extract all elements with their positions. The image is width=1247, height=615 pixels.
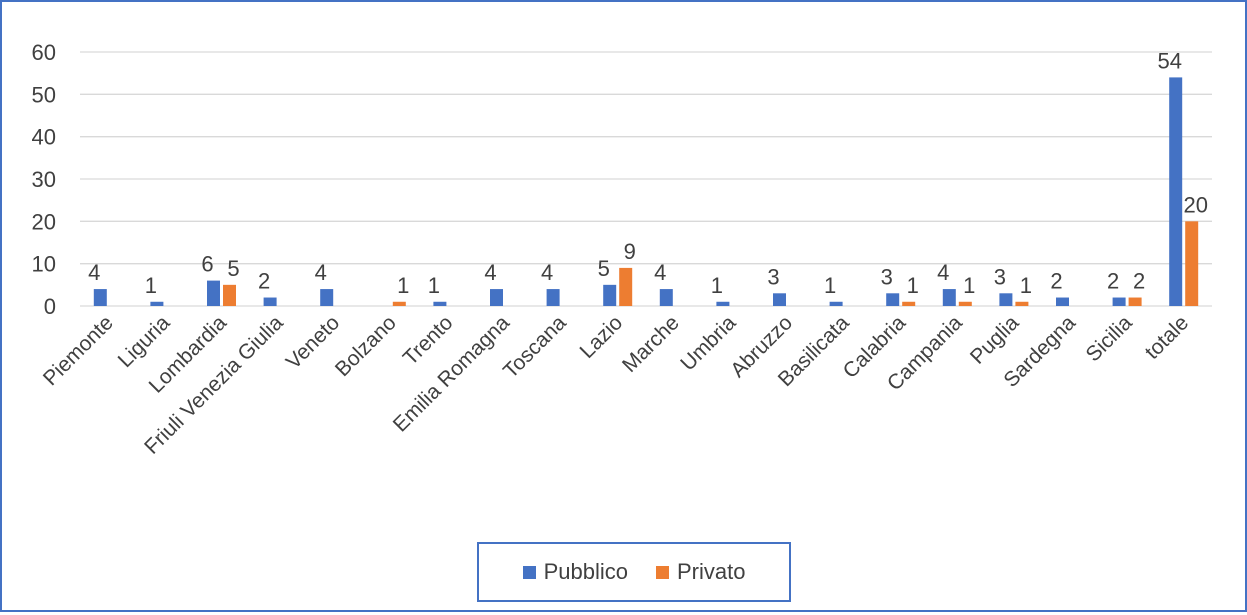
- data-label-pubblico: 5: [598, 256, 610, 281]
- bar-pubblico: [1169, 77, 1183, 307]
- data-label-pubblico: 4: [315, 260, 327, 285]
- data-label-privato: 9: [624, 239, 636, 264]
- bar-pubblico: [150, 301, 164, 306]
- data-label-privato: 1: [397, 273, 409, 298]
- bars: [93, 77, 1199, 307]
- y-tick-label: 50: [32, 82, 56, 107]
- bar-privato: [1128, 297, 1142, 306]
- x-category-label: Sicilia: [1082, 311, 1137, 366]
- data-label-pubblico: 4: [654, 260, 666, 285]
- data-label-pubblico: 3: [767, 264, 779, 289]
- bar-pubblico: [603, 284, 617, 306]
- legend-swatch-pubblico: [522, 565, 536, 579]
- bar-pubblico: [1056, 297, 1069, 306]
- data-label-pubblico: 4: [484, 260, 496, 285]
- bar-pubblico: [93, 289, 107, 306]
- legend-label-pubblico: Pubblico: [543, 559, 628, 584]
- legend-swatch-privato: [655, 565, 669, 579]
- bar-pubblico: [490, 289, 503, 306]
- x-category-label: Piemonte: [39, 311, 118, 390]
- data-label-pubblico: 2: [1107, 269, 1119, 294]
- data-label-pubblico: 6: [201, 252, 213, 277]
- data-label-pubblico: 3: [994, 264, 1006, 289]
- bar-privato: [958, 301, 972, 306]
- bar-pubblico: [659, 289, 673, 306]
- x-category-label: Marche: [618, 311, 684, 377]
- bar-privato: [223, 284, 236, 306]
- data-label-pubblico: 3: [881, 264, 893, 289]
- bar-pubblico: [207, 280, 220, 306]
- bar-pubblico: [320, 289, 334, 306]
- bar-pubblico: [829, 301, 843, 306]
- bar-pubblico: [999, 293, 1013, 306]
- legend-item-pubblico: Pubblico: [522, 559, 628, 585]
- data-label-pubblico: 2: [258, 269, 270, 294]
- y-tick-label: 10: [32, 252, 56, 277]
- x-category-label: Lazio: [575, 311, 627, 363]
- data-label-pubblico: 1: [145, 273, 157, 298]
- bar-pubblico: [886, 293, 900, 306]
- data-label-pubblico: 1: [711, 273, 723, 298]
- data-label-privato: 2: [1133, 269, 1145, 294]
- bar-pubblico: [546, 289, 560, 306]
- data-label-pubblico: 4: [937, 260, 949, 285]
- y-tick-label: 40: [32, 125, 56, 150]
- bar-pubblico: [942, 289, 956, 306]
- gridlines: [80, 51, 1212, 307]
- data-label-privato: 20: [1183, 192, 1207, 217]
- bar-privato: [1015, 301, 1029, 306]
- x-category-label: Toscana: [499, 311, 571, 383]
- bar-pubblico: [1112, 297, 1126, 306]
- x-category-label: totale: [1141, 311, 1194, 364]
- y-tick-label: 30: [32, 167, 56, 192]
- bar-privato: [902, 301, 916, 306]
- legend-item-privato: Privato: [655, 559, 746, 585]
- y-tick-label: 60: [32, 40, 56, 65]
- y-tick-label: 20: [32, 209, 56, 234]
- bar-pubblico: [433, 301, 447, 306]
- data-label-pubblico: 4: [88, 260, 100, 285]
- legend-label-privato: Privato: [676, 559, 746, 584]
- bar-pubblico: [263, 297, 277, 306]
- data-label-privato: 1: [963, 273, 975, 298]
- x-category-label: Bolzano: [331, 311, 401, 381]
- data-label-pubblico: 2: [1050, 269, 1062, 294]
- data-label-privato: 1: [907, 273, 919, 298]
- data-label-pubblico: 54: [1157, 48, 1181, 73]
- bar-privato: [1185, 221, 1199, 306]
- data-label-pubblico: 1: [428, 273, 440, 298]
- data-label-pubblico: 1: [824, 273, 836, 298]
- legend: Pubblico Privato: [477, 542, 791, 602]
- bar-pubblico: [773, 293, 786, 306]
- y-tick-label: 0: [44, 294, 56, 319]
- data-label-pubblico: 4: [541, 260, 553, 285]
- y-axis-ticks: 0 10 20 30 40 50 60: [32, 40, 56, 319]
- bar-pubblico: [716, 301, 730, 306]
- bar-privato: [619, 267, 633, 306]
- data-label-privato: 1: [1020, 273, 1032, 298]
- data-label-privato: 5: [227, 256, 239, 281]
- bar-privato: [392, 301, 406, 306]
